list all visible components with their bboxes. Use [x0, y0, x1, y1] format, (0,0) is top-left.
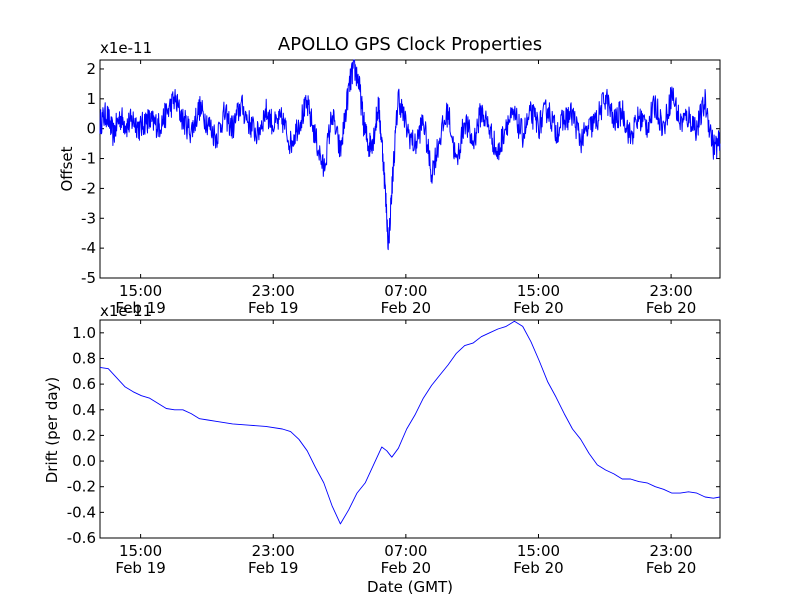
drift-xtick-time: 23:00: [252, 542, 295, 560]
offset-xtick-date: Feb 20: [513, 299, 563, 317]
offset-xtick-time: 15:00: [119, 282, 162, 300]
drift-scale-label: x1e-11: [100, 302, 152, 320]
offset-ytick-label: 2: [86, 60, 96, 78]
drift-series: [99, 320, 721, 525]
drift-xtick-time: 15:00: [517, 542, 560, 560]
drift-xtick-time: 07:00: [384, 542, 427, 560]
figure-title: APOLLO GPS Clock Properties: [278, 34, 542, 55]
offset-ytick-label: -3: [81, 209, 96, 227]
drift-xtick-time: 15:00: [119, 542, 162, 560]
offset-plot-frame: [99, 59, 721, 279]
drift-yticks: -0.6 -0.4 -0.2 0.0 0.2 0.4 0.6 0.8 1.0: [67, 324, 720, 547]
offset-scale-label: x1e-11: [100, 39, 152, 57]
drift-xtick-time: 23:00: [649, 542, 692, 560]
offset-xtick-date: Feb 19: [115, 299, 165, 317]
drift-ylabel: Drift (per day): [43, 377, 61, 484]
drift-line: [99, 320, 721, 525]
offset-xtick-time: 23:00: [649, 282, 692, 300]
drift-xtick-date: Feb 20: [381, 559, 431, 577]
drift-ytick-label: 0.0: [72, 452, 96, 470]
drift-ytick-label: 0.2: [72, 426, 96, 444]
drift-xtick-date: Feb 20: [646, 559, 696, 577]
offset-series: [99, 59, 721, 251]
drift-xtick-date: Feb 19: [115, 559, 165, 577]
offset-ytick-label: -2: [81, 179, 96, 197]
offset-ylabel: Offset: [58, 146, 76, 191]
drift-ytick-label: 0.6: [72, 375, 96, 393]
offset-xtick-date: Feb 20: [381, 299, 431, 317]
offset-xtick-time: 23:00: [252, 282, 295, 300]
offset-xtick-time: 15:00: [517, 282, 560, 300]
offset-yticks: -5 -4 -3 -2 -1 0 1 2: [81, 60, 720, 287]
drift-xtick-date: Feb 19: [248, 559, 298, 577]
drift-ytick-label: 1.0: [72, 324, 96, 342]
offset-ytick-label: 1: [86, 90, 96, 108]
drift-axes: x1e-11 Drift (per day) Date (GMT) -0.6-0…: [43, 302, 721, 596]
drift-xlabel: Date (GMT): [367, 578, 453, 596]
drift-plot-frame: [99, 319, 721, 539]
offset-ytick-label: -1: [81, 150, 96, 168]
drift-ytick-label: -0.2: [67, 478, 96, 496]
offset-ytick-label: -4: [81, 239, 96, 257]
offset-xtick-time: 07:00: [384, 282, 427, 300]
drift-ytick-label: -0.6: [67, 529, 96, 547]
offset-xtick-date: Feb 20: [646, 299, 696, 317]
offset-line: [99, 59, 721, 251]
drift-xtick-date: Feb 20: [513, 559, 563, 577]
drift-ytick-label: 0.4: [72, 401, 96, 419]
offset-xtick-date: Feb 19: [248, 299, 298, 317]
offset-ytick-label: -5: [81, 269, 96, 287]
drift-ytick-label: -0.4: [67, 503, 96, 521]
offset-ytick-label: 0: [86, 120, 96, 138]
drift-ytick-label: 0.8: [72, 349, 96, 367]
